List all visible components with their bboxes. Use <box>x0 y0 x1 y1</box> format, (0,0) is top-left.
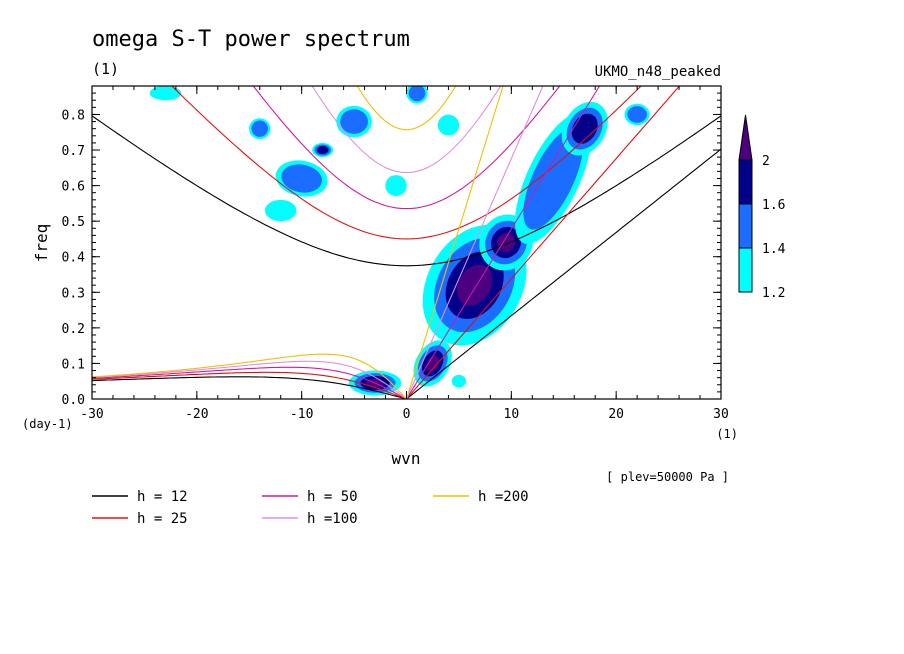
legend-label: h = 50 <box>307 489 358 505</box>
colorbar-label: 1.2 <box>762 286 785 301</box>
x-tick-label: -30 <box>80 407 103 422</box>
chart-subtitle-left: (1) <box>92 60 119 78</box>
rossby-curve <box>92 376 407 399</box>
colorbar-label: 1.4 <box>762 242 786 257</box>
kelvin-curve <box>405 86 544 399</box>
legend-item: h = 12 <box>92 489 188 505</box>
y-tick-label: 0.4 <box>62 251 86 266</box>
colorbar-label: 1.6 <box>762 198 785 213</box>
power-contour-level <box>627 106 647 123</box>
power-region <box>406 86 428 104</box>
kelvin-curve <box>406 86 681 399</box>
inertia-gravity-curve <box>252 86 561 210</box>
colorbar-label: 2 <box>762 154 770 169</box>
power-region <box>336 105 372 138</box>
power-region <box>385 175 407 197</box>
x-axis-label: wvn <box>392 449 421 468</box>
x-tick-label: 10 <box>504 407 520 422</box>
colorbar-arrow <box>738 114 753 161</box>
power-contour-level <box>426 355 440 372</box>
x-axis-unit: (1) <box>716 427 738 441</box>
power-region <box>624 103 650 126</box>
power-contour-level <box>340 109 368 134</box>
chart-title: omega S-T power spectrum <box>92 27 410 52</box>
power-contour-level <box>523 127 584 230</box>
legend-label: h =200 <box>478 489 529 505</box>
x-tick-label: 20 <box>608 407 624 422</box>
x-tick-label: -20 <box>185 407 208 422</box>
legend-label: h = 25 <box>137 511 188 527</box>
inertia-gravity-curve <box>356 86 457 131</box>
colorbar-box <box>738 159 753 205</box>
inertia-gravity-curve <box>92 115 721 267</box>
legend-item: h =100 <box>262 511 358 527</box>
inertia-gravity-curve <box>171 86 642 240</box>
kelvin-curve <box>406 148 721 399</box>
power-contour-level <box>496 233 516 252</box>
y-tick-label: 0.2 <box>62 322 85 337</box>
power-contour-level <box>385 175 407 197</box>
power-contour-level <box>451 374 467 388</box>
legend-item: h = 25 <box>92 511 188 527</box>
y-axis-unit: (day-1) <box>22 417 73 431</box>
level-annotation: [ plev=50000 Pa ] <box>606 470 729 484</box>
x-tick-label: -10 <box>290 407 313 422</box>
kelvin-curve <box>406 86 601 399</box>
power-contour-level <box>316 146 329 155</box>
y-axis: 0.0 0.1 0.2 0.3 0.4 0.5 0.6 0.7 0.8 <box>62 85 721 408</box>
rossby-curve <box>92 371 407 399</box>
power-contour-level <box>281 164 322 193</box>
y-axis-label: freq <box>32 224 51 263</box>
y-tick-label: 0.6 <box>62 180 85 195</box>
dispersion-curves <box>92 86 721 399</box>
legend-item: h =200 <box>433 489 529 505</box>
power-contour-level <box>149 86 182 101</box>
y-tick-label: 0.5 <box>62 215 85 230</box>
power-contour-level <box>264 199 297 222</box>
power-contour-level <box>251 120 269 137</box>
power-contour-level <box>408 86 426 102</box>
rossby-curve <box>92 366 407 399</box>
power-region <box>312 142 334 158</box>
plot-frame <box>91 85 722 400</box>
kelvin-curve <box>405 86 504 399</box>
power-contour-level <box>437 114 460 136</box>
x-tick-label: 30 <box>713 407 729 422</box>
y-tick-label: 0.8 <box>62 108 85 123</box>
power-region <box>264 199 297 222</box>
y-tick-label: 0.7 <box>62 144 85 159</box>
y-tick-label: 0.1 <box>62 357 85 372</box>
legend-label: h = 12 <box>137 489 188 505</box>
legend: h = 12 h = 25 h = 50 h =100 h =200 <box>92 489 529 527</box>
power-region <box>275 160 328 197</box>
x-tick-label: 0 <box>403 407 411 422</box>
power-region <box>437 114 460 136</box>
chart-subtitle-right: UKMO_n48_peaked <box>595 64 721 80</box>
power-region <box>149 86 182 101</box>
y-tick-label: 0.0 <box>62 393 85 408</box>
y-tick-label: 0.3 <box>62 286 85 301</box>
rossby-curve <box>92 353 407 399</box>
colorbar-box <box>738 203 753 249</box>
x-axis: -30 -20 -10 0 10 20 30 <box>80 86 729 422</box>
power-region <box>249 118 271 140</box>
rossby-curve <box>92 360 407 399</box>
colorbar-box <box>738 247 753 293</box>
legend-item: h = 50 <box>262 489 358 505</box>
colorbar: 1.2 1.4 1.6 2 <box>738 114 786 301</box>
legend-label: h =100 <box>307 511 358 527</box>
inertia-gravity-curve <box>311 86 502 174</box>
power-region <box>451 374 467 388</box>
